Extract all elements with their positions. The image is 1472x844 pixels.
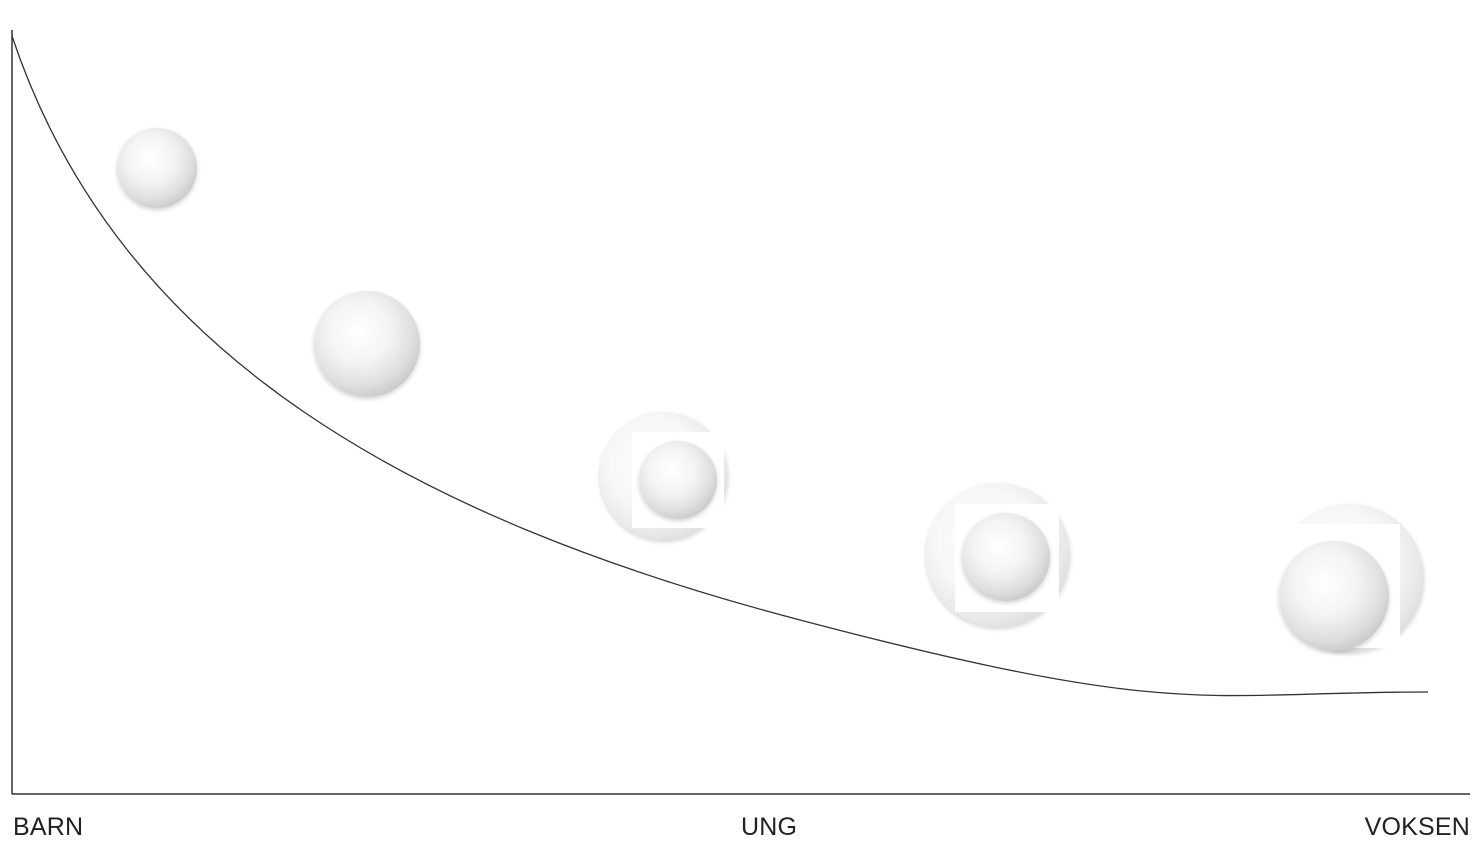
snowball-2: [314, 291, 420, 397]
x-axis-label-start: BARN: [13, 813, 84, 841]
snowball-3-inner: [639, 441, 717, 519]
snowball-5: [1272, 504, 1424, 652]
snowball-3: [600, 412, 728, 540]
x-axis-label-middle: UNG: [741, 813, 798, 841]
x-axis-label-end: VOKSEN: [1364, 813, 1470, 841]
development-curve: [11, 35, 1429, 697]
snowball-4: [926, 483, 1070, 627]
snowball-4-inner: [962, 513, 1050, 601]
snowball-1: [117, 128, 197, 208]
snowball-5-inner: [1279, 541, 1389, 651]
